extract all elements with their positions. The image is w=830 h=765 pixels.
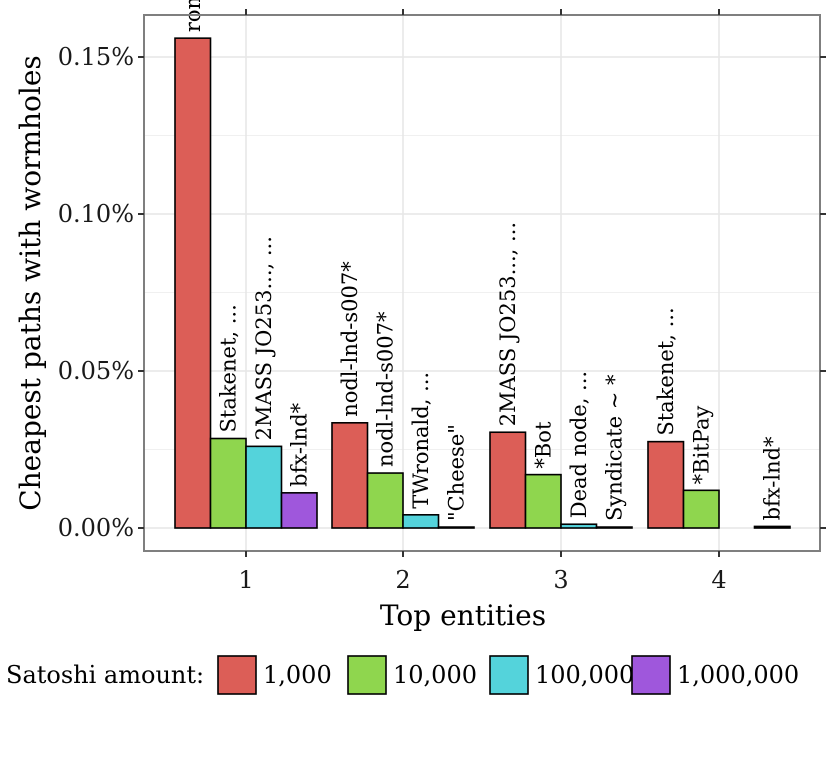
bar-label: bfx-lnd* [287,402,311,486]
bar [524,473,562,529]
bar [366,472,404,529]
legend-label: 1,000,000 [677,661,799,689]
y-tick-label: 0.05% [58,357,134,385]
bar [437,526,475,529]
bar [209,437,247,529]
bar-label: nodl-lnd-s007* [338,261,362,417]
y-tick-label: 0.15% [58,43,134,71]
x-tick-label: 3 [553,566,568,594]
legend-key [489,655,529,695]
y-tick-label: 0.10% [58,200,134,228]
bar [489,431,527,529]
bar [280,492,318,529]
bar [331,422,369,529]
y-axis-title: Cheapest paths with wormholes [14,55,47,511]
axis-ticks: 0.00% 0.05% 0.10% 0.15% 1 2 3 4 [58,9,826,594]
bar [245,445,283,529]
plot-border [143,14,821,552]
legend-label: 100,000 [535,661,634,689]
bar-label: rompert.com [181,0,205,32]
x-axis-title: Top entities [380,599,546,632]
legend-title: Satoshi amount: [6,661,204,689]
x-tick-label: 1 [238,566,253,594]
bar-label: nodl-lnd-s007* [373,311,397,467]
bar-label: Syndicate ~ * [602,374,626,521]
bar-label: TWronald, ... [409,372,433,509]
x-tick-label: 4 [711,566,726,594]
bar [753,525,791,529]
legend-label: 10,000 [393,661,477,689]
legend-key [631,655,671,695]
legend-key [347,655,387,695]
bars [174,37,791,529]
bar-label: bfx-lnd* [760,436,784,520]
bar-label: 2MASS JO253..., ... [496,222,520,426]
bar [402,514,440,529]
bar [174,37,212,529]
legend: Satoshi amount: 1,000 10,000 100,000 1,000,0… [6,655,799,695]
x-tick-label: 2 [395,566,410,594]
y-tick-label: 0.00% [58,514,134,542]
bar-label: "Cheese" [444,424,468,521]
bar-label: Dead node, ... [567,371,591,518]
legend-key [217,655,257,695]
bar-label: *BitPay [689,406,713,485]
bar-label: Stakenet, ... [216,304,240,432]
bar [682,489,720,529]
bar-label: 2MASS JO253..., ... [252,236,276,440]
legend-label: 1,000 [263,661,332,689]
bar [647,440,685,529]
bar [595,526,633,529]
bar-label: *Bot [531,421,555,469]
bar-label: Stakenet, ... [654,307,678,435]
bar [560,523,598,529]
bar-labels: rompert.com nodl-lnd-s007* 2MASS JO253...,… [181,0,785,521]
